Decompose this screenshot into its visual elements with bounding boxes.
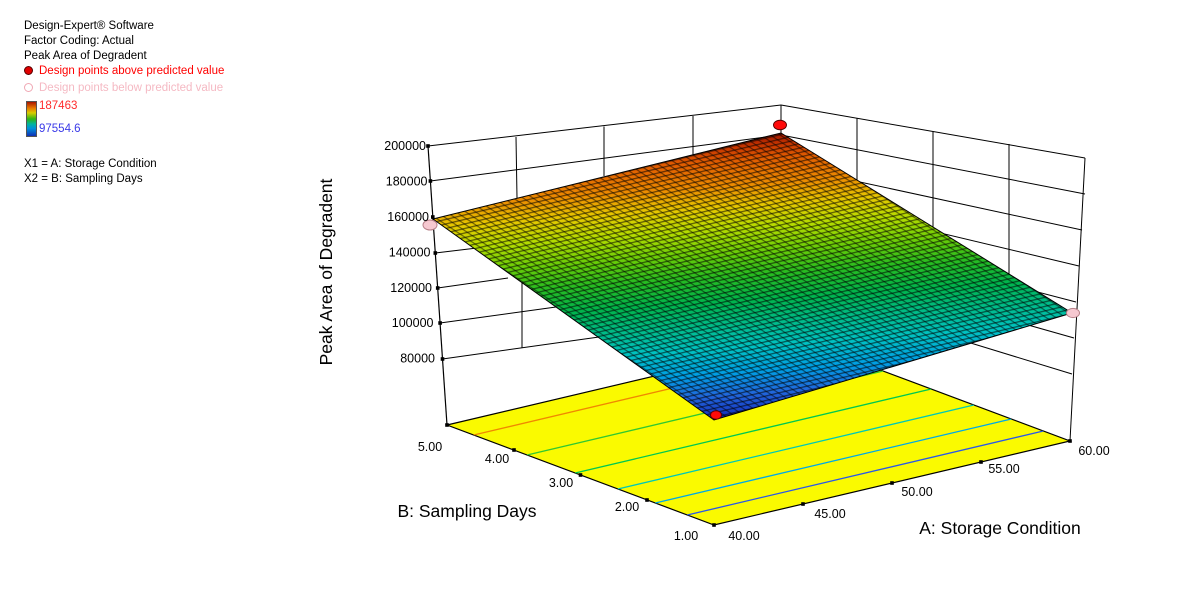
a-axis-title: A: Storage Condition [919, 518, 1081, 538]
legend-points-below: Design points below predicted value [24, 82, 223, 94]
a-tick-label: 40.00 [728, 529, 759, 543]
z-axis-title: Peak Area of Degradent [316, 178, 336, 365]
b-tick-label: 4.00 [485, 452, 509, 466]
b-tick-label: 2.00 [615, 500, 639, 514]
floor-contour-line [687, 430, 1044, 516]
design-point-above [710, 410, 722, 420]
z-axis [427, 145, 448, 426]
legend-points-above-label: Design points above predicted value [39, 65, 225, 77]
floor-contour-line [655, 418, 1012, 504]
design-point-below [422, 219, 438, 231]
a-tick-label: 60.00 [1078, 444, 1109, 458]
design-point-below [1066, 307, 1080, 319]
surface-mesh [433, 133, 1072, 420]
b-axis-title: B: Sampling Days [397, 501, 536, 521]
z-tick-label: 100000 [392, 316, 434, 330]
b-tick-label: 5.00 [418, 440, 442, 454]
color-scale-max-value: 187463 [39, 100, 78, 112]
back-wall-grid [427, 104, 782, 199]
z-tick-label: 120000 [390, 281, 432, 295]
a-tick-label: 50.00 [901, 485, 932, 499]
below-point-icon [24, 83, 33, 92]
design-points [422, 119, 1080, 420]
z-tick-label: 140000 [389, 246, 431, 260]
legend-points-above: Design points above predicted value [24, 65, 224, 77]
b-axis-ticks [445, 423, 716, 527]
z-tick-label: 80000 [400, 352, 435, 366]
factor-coding-label: Factor Coding: Actual [24, 35, 134, 47]
b-tick-label: 1.00 [674, 529, 698, 543]
legend-x1-factor: X1 = A: Storage Condition [24, 158, 157, 170]
design-point-above [773, 119, 787, 131]
b-tick-label: 3.00 [549, 476, 573, 490]
z-tick-label: 200000 [384, 139, 426, 153]
legend-x2-factor: X2 = B: Sampling Days [24, 173, 143, 185]
a-axis-ticks [801, 439, 1072, 506]
legend-points-below-label: Design points below predicted value [39, 82, 224, 94]
floor-contour-line [617, 404, 975, 490]
a-tick-label: 45.00 [814, 507, 845, 521]
z-tick-label: 180000 [386, 175, 428, 189]
color-scale-min-value: 97554.6 [39, 123, 81, 135]
response-surface [431, 132, 1074, 421]
legend-block: Design-Expert® Software Factor Coding: A… [0, 0, 320, 200]
response-name-label: Peak Area of Degradent [24, 50, 147, 62]
above-point-icon [24, 66, 33, 75]
a-tick-label: 55.00 [988, 462, 1019, 476]
color-scale-bar-icon [26, 101, 37, 137]
front-wall-grid [435, 247, 600, 360]
z-tick-label: 160000 [387, 210, 429, 224]
z-axis-ticks [426, 144, 445, 361]
software-title: Design-Expert® Software [24, 20, 154, 32]
floor-contour-line [575, 388, 932, 474]
